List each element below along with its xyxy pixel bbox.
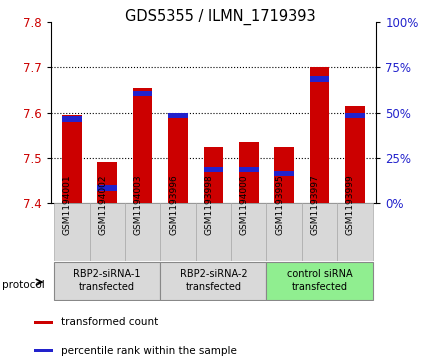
Bar: [267, 203, 302, 261]
Text: GSM1194000: GSM1194000: [240, 175, 249, 235]
Text: transformed count: transformed count: [61, 318, 158, 327]
Bar: [345, 106, 365, 203]
Bar: [160, 262, 267, 301]
Text: percentile rank within the sample: percentile rank within the sample: [61, 346, 237, 356]
Bar: [125, 203, 160, 261]
Text: RBP2-siRNA-1
transfected: RBP2-siRNA-1 transfected: [73, 269, 141, 292]
Bar: [204, 167, 223, 172]
Text: GSM1193997: GSM1193997: [311, 175, 319, 235]
Bar: [196, 203, 231, 261]
Bar: [345, 113, 365, 118]
Bar: [62, 116, 81, 122]
Bar: [267, 262, 373, 301]
Text: GSM1194001: GSM1194001: [63, 175, 72, 235]
Bar: [204, 147, 223, 203]
Bar: [168, 113, 188, 203]
Bar: [89, 203, 125, 261]
Bar: [231, 203, 267, 261]
Bar: [34, 349, 53, 352]
Bar: [54, 203, 89, 261]
Bar: [275, 147, 294, 203]
Bar: [133, 87, 152, 203]
Text: GSM1193995: GSM1193995: [275, 175, 284, 235]
Text: GSM1193998: GSM1193998: [205, 175, 213, 235]
Bar: [239, 142, 259, 203]
Text: GSM1194003: GSM1194003: [134, 175, 143, 235]
Bar: [168, 113, 188, 118]
Bar: [160, 203, 196, 261]
Bar: [275, 171, 294, 176]
Bar: [133, 91, 152, 96]
Bar: [54, 262, 160, 301]
Bar: [239, 167, 259, 172]
Text: control siRNA
transfected: control siRNA transfected: [287, 269, 352, 292]
Bar: [98, 185, 117, 191]
Text: GSM1194002: GSM1194002: [98, 175, 107, 235]
Text: GSM1193999: GSM1193999: [346, 175, 355, 235]
Bar: [302, 203, 337, 261]
Bar: [62, 115, 81, 203]
Bar: [310, 76, 329, 82]
Bar: [98, 163, 117, 203]
Bar: [310, 67, 329, 203]
Bar: [337, 203, 373, 261]
Text: RBP2-siRNA-2
transfected: RBP2-siRNA-2 transfected: [180, 269, 247, 292]
Text: GSM1193996: GSM1193996: [169, 175, 178, 235]
Bar: [34, 321, 53, 324]
Text: GDS5355 / ILMN_1719393: GDS5355 / ILMN_1719393: [125, 9, 315, 25]
Text: protocol: protocol: [2, 280, 45, 290]
